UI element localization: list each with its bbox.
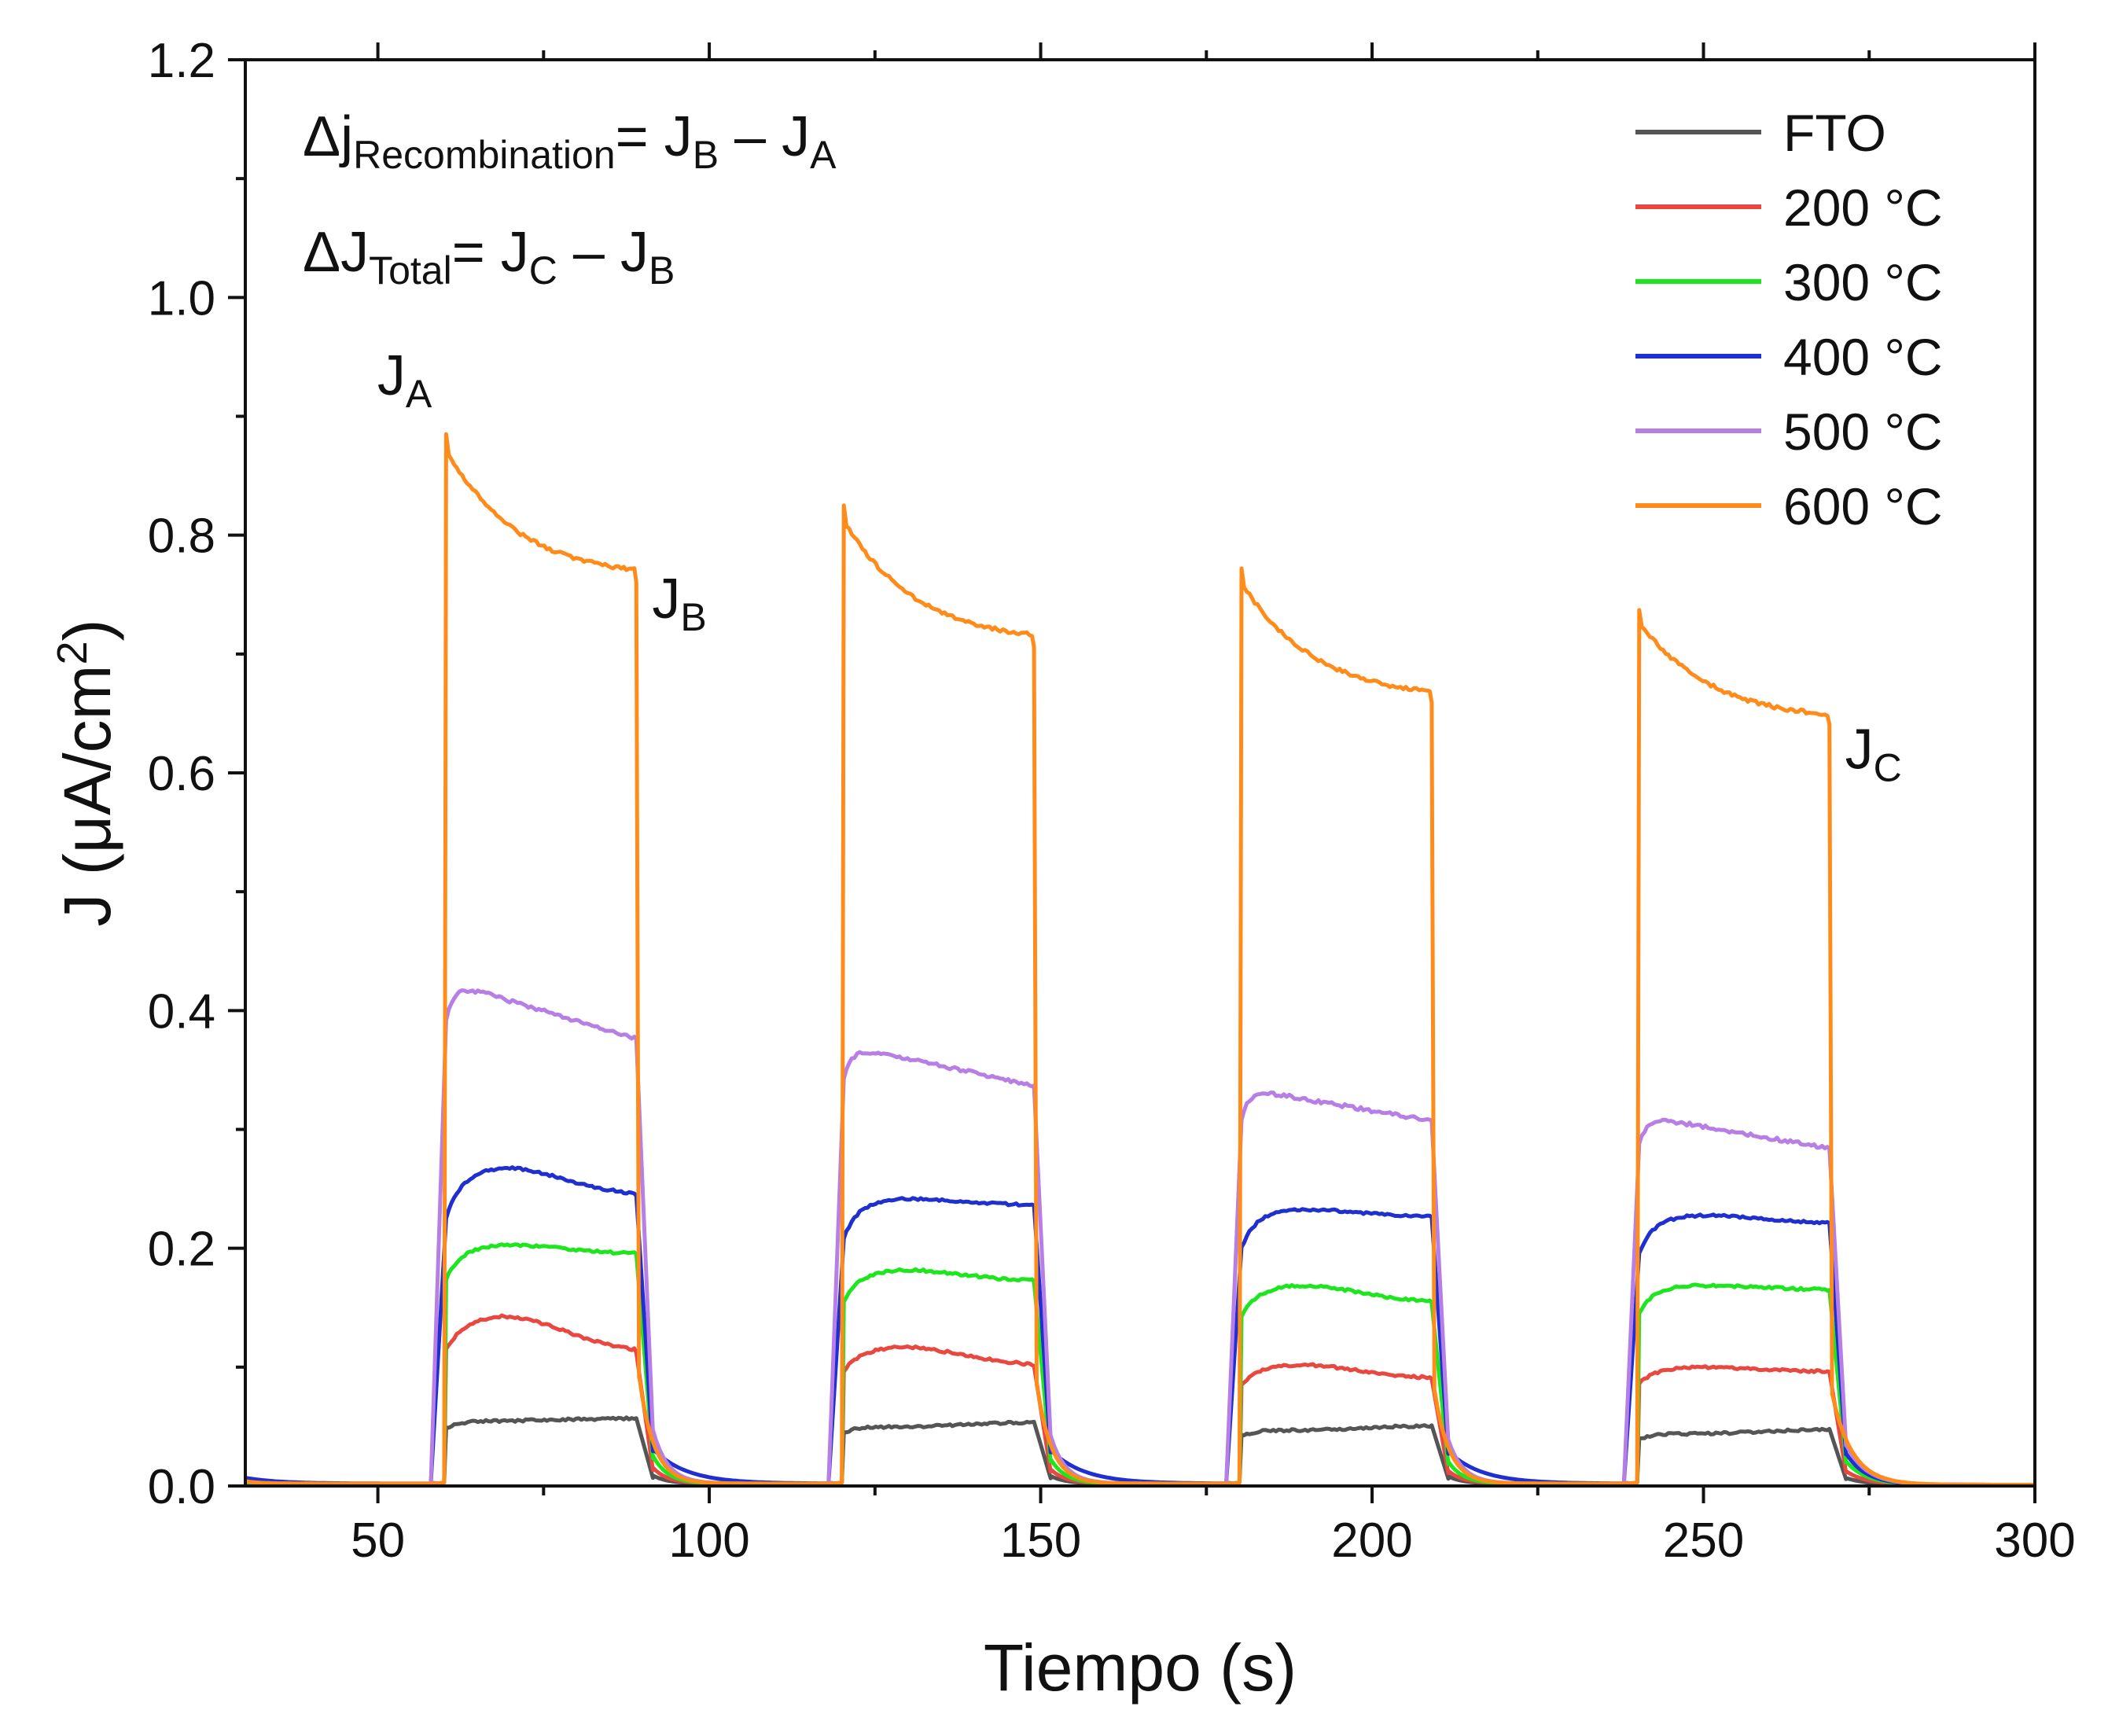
y-tick-label: 0.4: [148, 984, 215, 1039]
y-tick-label: 0.0: [148, 1460, 215, 1514]
legend-label: FTO: [1783, 104, 1886, 162]
x-tick-label: 150: [1000, 1513, 1081, 1568]
x-tick-label: 100: [668, 1513, 749, 1568]
series-line-fto: [245, 1418, 2035, 1485]
y-tick-label: 0.2: [148, 1223, 215, 1277]
label-jb: JB: [652, 568, 706, 639]
series-line-400c: [245, 1168, 2035, 1485]
x-axis-title: Tiempo (s): [984, 1631, 1297, 1705]
y-tick-label: 1.0: [148, 271, 215, 326]
y-tick-label: 0.8: [148, 509, 215, 564]
legend-label: 400 °C: [1783, 328, 1943, 386]
y-tick-label: 1.2: [148, 34, 215, 88]
series-line-200c: [245, 1315, 2035, 1485]
series-layer: [245, 434, 2035, 1484]
legend-label: 600 °C: [1783, 477, 1943, 535]
series-line-600c: [245, 434, 2034, 1484]
legend-label: 200 °C: [1783, 178, 1943, 237]
series-line-500c: [245, 991, 2035, 1485]
legend-label: 500 °C: [1783, 403, 1943, 461]
annotation-recombination: ΔjRecombination= JB – JA: [303, 105, 837, 177]
label-jc: JC: [1845, 719, 1902, 790]
x-tick-label: 300: [1994, 1513, 2075, 1568]
x-tick-label: 200: [1331, 1513, 1412, 1568]
legend: FTO 200 °C 300 °C 400 °C 500 °C 600 °C: [1635, 104, 1943, 535]
y-tick-label: 0.6: [148, 747, 215, 801]
series-line-300c: [245, 1245, 2035, 1485]
transient-photocurrent-chart: 50 100 150 200 250 300 0.0 0.2 0.4 0.6 0.8 1.0 1.2 T…: [0, 0, 2108, 1736]
x-tick-label: 50: [351, 1513, 405, 1568]
annotation-total: ΔJTotal= JC – JB: [303, 221, 675, 292]
y-axis-title: J (μA/cm2): [49, 619, 124, 926]
x-tick-label: 250: [1663, 1513, 1744, 1568]
legend-label: 300 °C: [1783, 253, 1943, 311]
label-ja: JA: [377, 344, 432, 416]
